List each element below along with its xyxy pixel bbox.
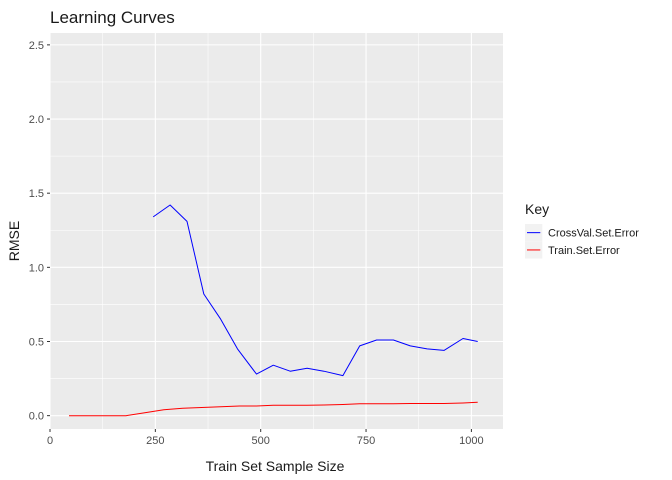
y-tick-label: 1.5 xyxy=(29,188,44,200)
crossval-set-error-line xyxy=(152,204,478,377)
x-tick-label: 1000 xyxy=(459,435,483,447)
y-axis-title: RMSE xyxy=(6,221,22,261)
y-tick-label: 2.5 xyxy=(29,40,44,52)
y-tick-label: 1.0 xyxy=(29,262,44,274)
y-tick-label: 2.0 xyxy=(29,114,44,126)
x-axis-title: Train Set Sample Size xyxy=(206,458,345,474)
legend: CrossVal.Set.Error Train.Set.Error xyxy=(525,224,639,259)
y-tick-label: 0.5 xyxy=(29,336,44,348)
chart-title: Learning Curves xyxy=(50,8,175,27)
x-tick-label: 750 xyxy=(357,435,375,447)
plot-area: 0 250 500 750 1000 0.0 0.5 1.0 1.5 2.0 2.5 xyxy=(29,33,503,447)
x-tick-label: 500 xyxy=(252,435,270,447)
train-set-error-line xyxy=(69,401,478,417)
y-tick-label: 0.0 xyxy=(29,411,44,423)
legend-title: Key xyxy=(525,201,549,217)
panel-background xyxy=(50,33,503,429)
crossval-set-error-legend-label: CrossVal.Set.Error xyxy=(548,228,639,240)
x-tick-label: 0 xyxy=(47,435,53,447)
train-set-error-legend-label: Train.Set.Error xyxy=(548,245,620,257)
x-tick-label: 250 xyxy=(146,435,164,447)
